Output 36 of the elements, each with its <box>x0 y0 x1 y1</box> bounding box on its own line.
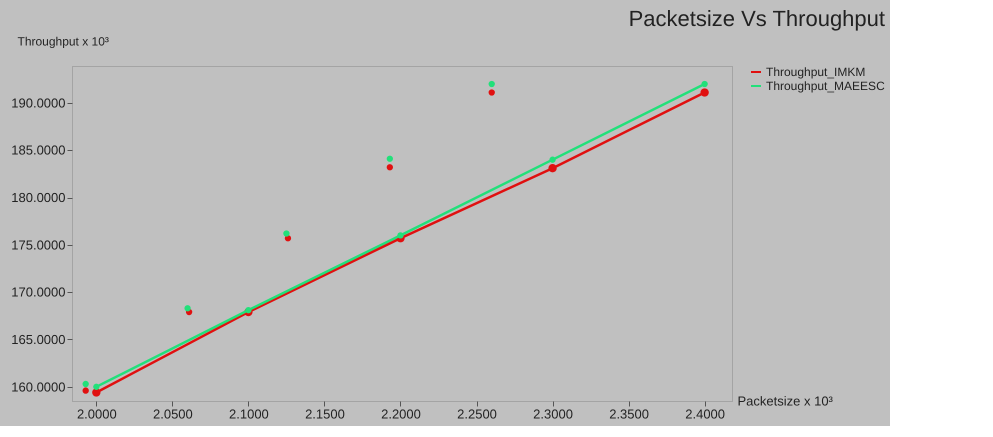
y-tick-label: 160.0000 <box>11 379 66 394</box>
chart-title: Packetsize Vs Throughput <box>628 6 885 31</box>
y-axis-title: Throughput x 10³ <box>18 34 109 48</box>
x-tick-label: 2.2500 <box>457 406 497 422</box>
x-tick-label: 2.0000 <box>76 406 117 422</box>
x-tick-label: 2.1000 <box>229 406 269 422</box>
y-tick-label: 190.0000 <box>11 95 66 110</box>
y-tick-label: 175.0000 <box>11 237 66 252</box>
point <box>549 156 556 163</box>
legend-label: Throughput_IMKM <box>766 65 866 79</box>
point <box>700 88 709 97</box>
point <box>184 305 191 312</box>
y-tick-label: 165.0000 <box>11 332 66 347</box>
y-tick-label: 185.0000 <box>11 142 66 158</box>
point <box>93 384 100 390</box>
point <box>397 232 404 239</box>
point <box>548 164 557 172</box>
y-tick-label: 170.0000 <box>11 284 66 300</box>
x-tick-label: 2.0500 <box>152 406 193 422</box>
point <box>386 164 393 170</box>
point <box>82 387 89 394</box>
x-tick-label: 2.1500 <box>305 406 345 422</box>
x-axis-title: Packetsize x 10³ <box>738 394 834 408</box>
point <box>701 80 708 88</box>
x-tick-label: 2.3000 <box>533 406 573 422</box>
point <box>82 380 89 388</box>
point <box>488 89 495 96</box>
x-tick-label: 2.2000 <box>381 406 421 422</box>
legend-label: Throughput_MAEESC <box>766 79 886 93</box>
x-tick-label: 2.3500 <box>609 406 649 422</box>
x-tick-label: 2.4000 <box>685 406 726 422</box>
point <box>386 156 393 162</box>
point <box>283 230 290 237</box>
point <box>488 80 495 88</box>
y-tick-label: 180.0000 <box>11 190 66 206</box>
point <box>245 306 252 314</box>
